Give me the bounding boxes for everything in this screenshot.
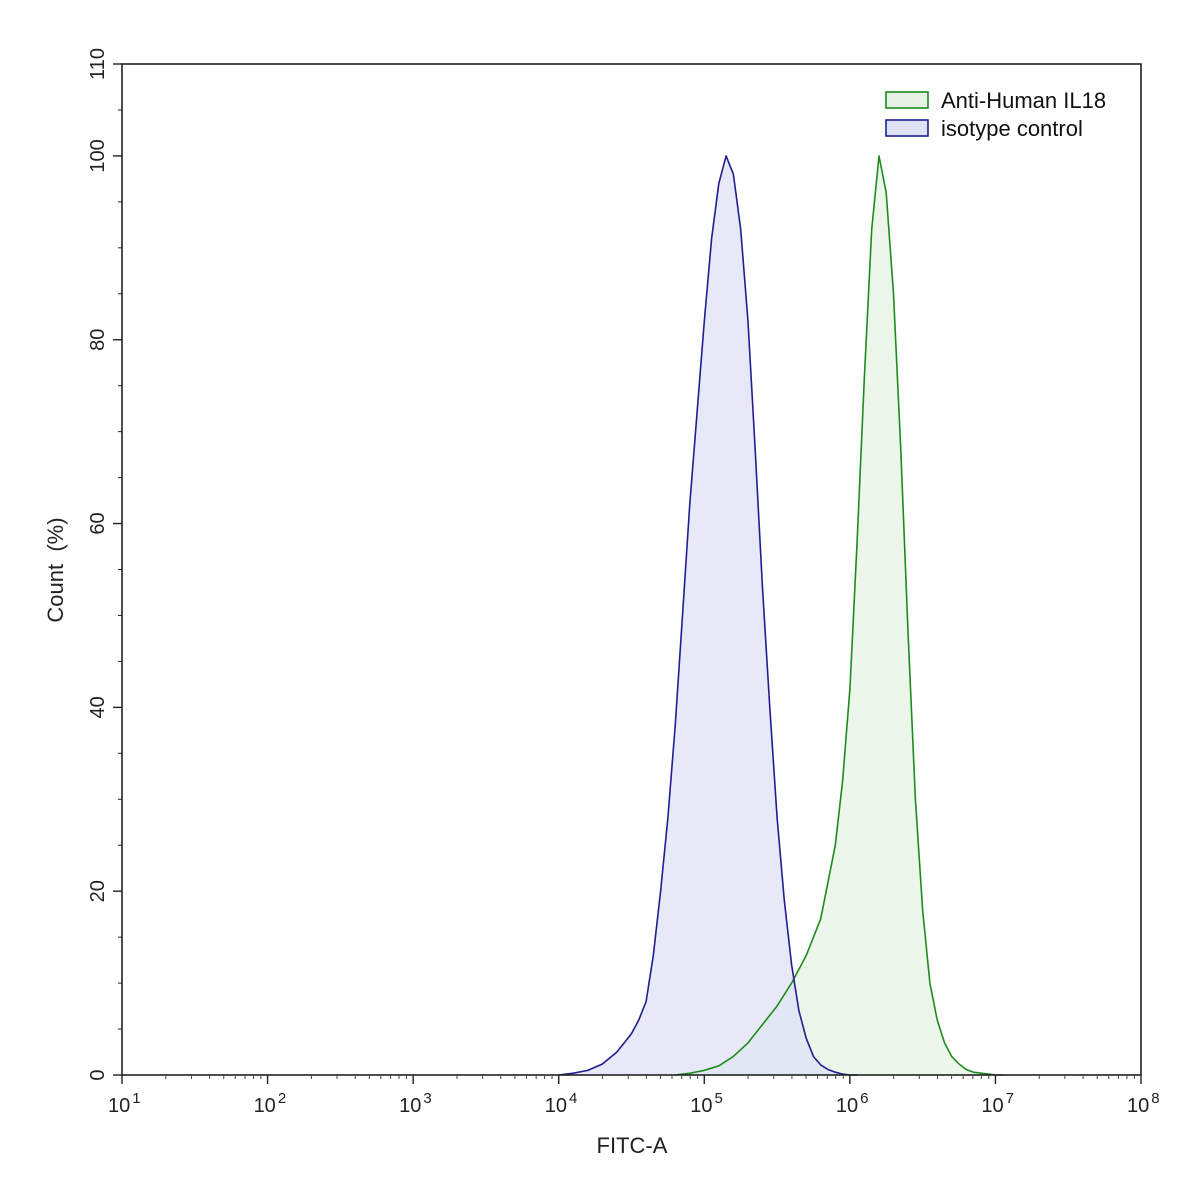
y-tick-label: 100 [87, 139, 109, 172]
x-tick-label: 10 8 [1127, 1090, 1160, 1117]
legend-label-anti-human-il18: Anti-Human IL18 [941, 88, 1106, 113]
series-line-anti-human-il18 [675, 155, 1003, 1076]
x-tick-label: 10 2 [254, 1090, 287, 1117]
x-tick-label: 10 4 [545, 1090, 578, 1117]
x-tick-label: 10 5 [690, 1090, 723, 1117]
y-axis: 0 20 40 60 80 100 110 [87, 48, 122, 1081]
y-tick-label: 0 [87, 1069, 109, 1080]
x-axis: 10 1 10 2 10 3 10 4 10 5 10 6 10 7 10 8 [108, 1075, 1160, 1117]
legend-label-isotype-control: isotype control [941, 116, 1083, 141]
y-tick-label: 60 [87, 512, 109, 534]
series-line-isotype-control [558, 155, 858, 1076]
legend-swatch-isotype-control [885, 119, 929, 137]
x-tick-label: 10 1 [108, 1090, 141, 1117]
y-tick-label: 110 [87, 48, 109, 80]
y-axis-title: Count (%) [43, 517, 68, 622]
y-tick-label: 80 [87, 329, 109, 351]
x-tick-label: 10 6 [836, 1090, 869, 1117]
x-axis-title: FITC-A [597, 1133, 668, 1158]
series-fill-anti-human-il18 [675, 155, 1003, 1075]
y-tick-label: 40 [87, 696, 109, 718]
legend: Anti-Human IL18 isotype control [885, 88, 1106, 141]
legend-swatch-anti-human-il18 [885, 91, 929, 109]
x-tick-label: 10 7 [981, 1090, 1014, 1117]
x-tick-label: 10 3 [399, 1090, 432, 1117]
y-tick-label: 20 [87, 880, 109, 902]
series-layer [558, 155, 1003, 1076]
series-fill-isotype-control [558, 155, 858, 1075]
